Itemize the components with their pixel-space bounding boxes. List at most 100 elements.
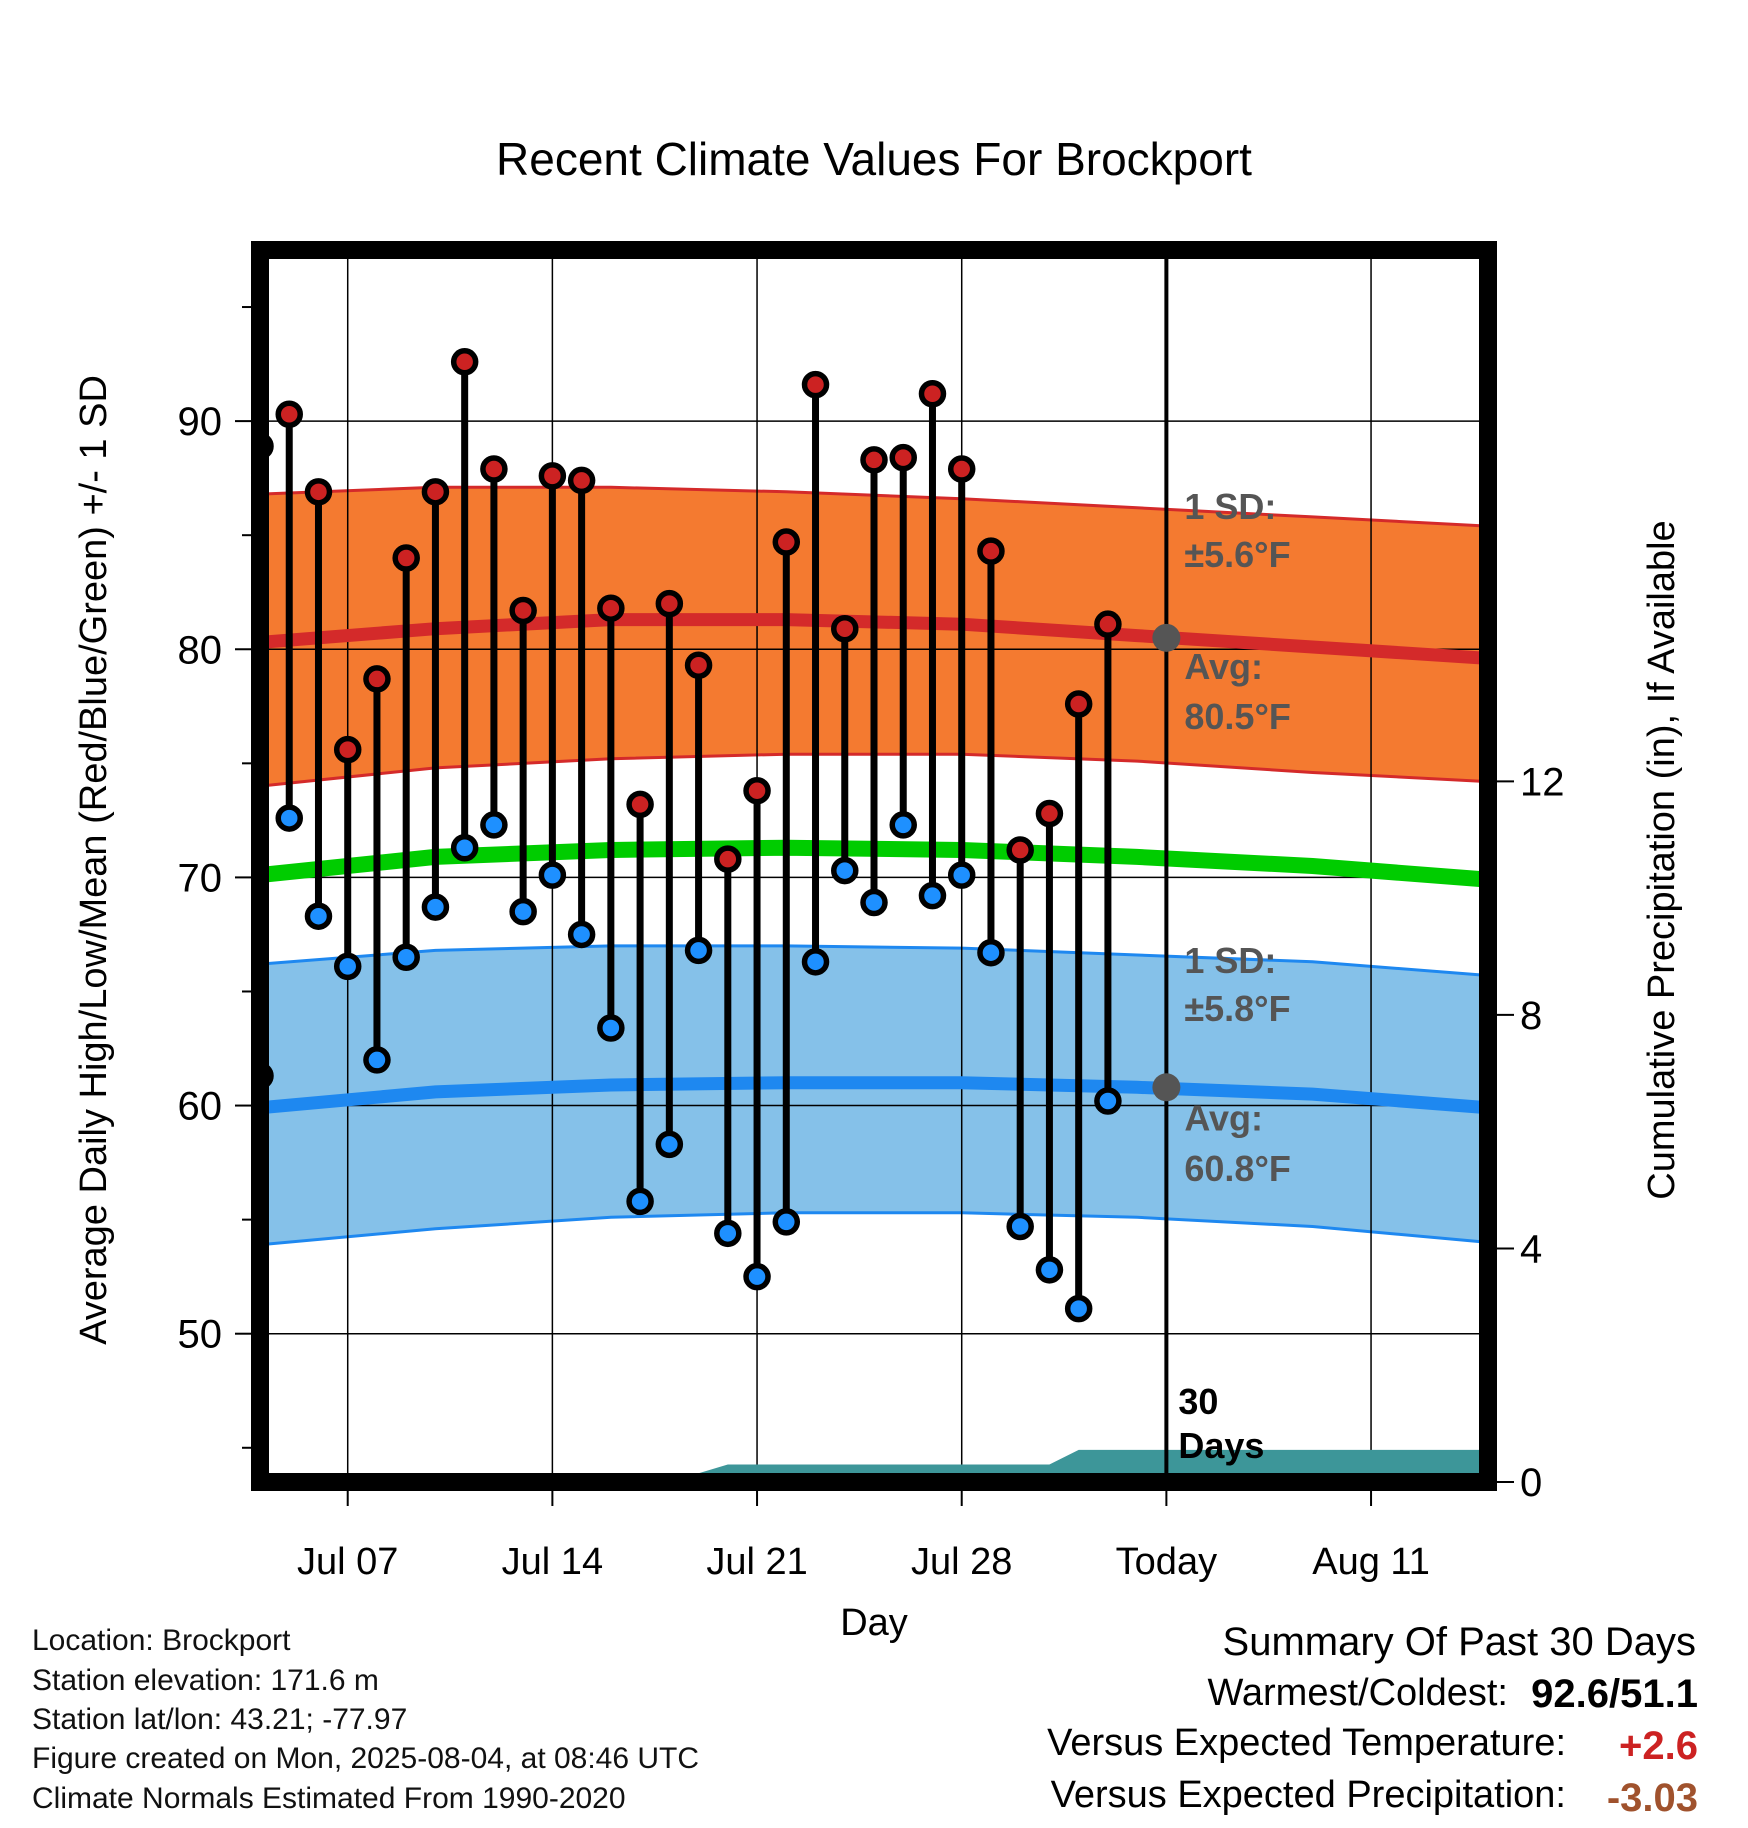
- y-tick-label: 90: [178, 400, 223, 444]
- x-tick-label: Jul 14: [502, 1541, 603, 1583]
- y2-tick-label: 12: [1520, 760, 1565, 804]
- high-point: [743, 776, 771, 805]
- low-sd-upper-line: [260, 944, 1488, 977]
- low-point: [509, 897, 537, 926]
- info-latlon: Station lat/lon: 43.21; -77.97: [32, 1703, 408, 1736]
- high-point: [480, 455, 508, 483]
- plot-area: 1 SD: ±5.6°F Avg: 80.5°F 1 SD: ±5.8°F Avg: 60.8…: [178, 241, 1565, 1583]
- low-point: [275, 804, 303, 832]
- low-point: [655, 1130, 684, 1159]
- low-point: [684, 936, 713, 965]
- low-sd-value: ±5.8°F: [1184, 988, 1290, 1029]
- high-point: [655, 589, 684, 618]
- low-point: [421, 893, 450, 921]
- high-point: [684, 651, 713, 679]
- low-point: [889, 811, 917, 839]
- high-point: [567, 466, 596, 495]
- high-point: [831, 614, 859, 643]
- low-avg-value: 60.8°F: [1184, 1148, 1290, 1189]
- high-point: [392, 544, 420, 572]
- low-point: [918, 881, 947, 910]
- high-point: [714, 845, 742, 873]
- y2-tick-label: 8: [1520, 994, 1542, 1038]
- info-created: Figure created on Mon, 2025-08-04, at 08…: [32, 1742, 700, 1775]
- high-point: [801, 370, 830, 399]
- low-point: [392, 943, 420, 972]
- high-avg-marker: [1152, 623, 1181, 652]
- high-point: [889, 443, 917, 472]
- high-point: [275, 400, 303, 429]
- high-point: [450, 348, 479, 376]
- high-point: [333, 735, 362, 764]
- summary-temp-value: +2.6: [1619, 1724, 1698, 1768]
- low-point: [363, 1046, 391, 1074]
- high-avg-label: Avg:: [1184, 646, 1263, 687]
- high-point: [538, 462, 567, 490]
- y-tick-label: 60: [178, 1085, 223, 1129]
- high-avg-value: 80.5°F: [1184, 696, 1290, 737]
- low-sd-lower-line: [260, 1211, 1488, 1247]
- low-point: [714, 1219, 742, 1248]
- summary-precip-label: Versus Expected Precipitation:: [1050, 1774, 1566, 1816]
- x-tick-label: Aug 11: [1312, 1541, 1430, 1583]
- y-tick-label: 50: [178, 1313, 223, 1357]
- high-point: [304, 478, 333, 506]
- high-point: [1035, 799, 1064, 828]
- low-point: [1064, 1294, 1093, 1323]
- high-point: [626, 790, 654, 819]
- low-point: [480, 811, 508, 839]
- low-normal-line: [260, 1076, 1488, 1115]
- today-days-number: 30: [1178, 1381, 1218, 1422]
- low-point: [743, 1262, 771, 1291]
- chart-title: Recent Climate Values For Brockport: [496, 133, 1252, 185]
- low-point: [947, 861, 976, 889]
- x-tick-label: Today: [1116, 1541, 1217, 1583]
- low-point: [1094, 1087, 1122, 1115]
- low-point: [567, 920, 596, 949]
- plot-interior: [260, 250, 1488, 1482]
- y2-axis-label: Cumulative Precipitation (in), If Availa…: [1641, 520, 1683, 1199]
- low-point: [977, 938, 1005, 967]
- low-point: [597, 1014, 625, 1042]
- plot-frame: [251, 241, 1497, 1491]
- low-sd-label: 1 SD:: [1184, 940, 1276, 981]
- low-point: [333, 952, 362, 981]
- low-avg-marker: [1152, 1073, 1181, 1102]
- low-point: [1006, 1212, 1034, 1241]
- summary-warm-cold-label: Warmest/Coldest:: [1207, 1672, 1508, 1714]
- y-tick-label: 70: [178, 856, 223, 900]
- high-point: [1006, 836, 1034, 864]
- y-tick-label: 80: [178, 628, 223, 672]
- low-point: [626, 1187, 654, 1216]
- low-point: [538, 861, 567, 889]
- y2-tick-label: 4: [1520, 1227, 1542, 1271]
- high-point: [947, 455, 976, 483]
- high-point: [421, 478, 450, 506]
- high-point: [918, 379, 947, 408]
- high-sd-label: 1 SD:: [1184, 486, 1276, 527]
- low-point: [772, 1208, 801, 1236]
- low-point: [1035, 1256, 1064, 1284]
- info-normals: Climate Normals Estimated From 1990-2020: [32, 1782, 626, 1815]
- summary-precip-value: -3.03: [1606, 1776, 1698, 1820]
- summary-warm-cold-value: 92.6/51.1: [1531, 1672, 1698, 1716]
- info-elevation: Station elevation: 171.6 m: [32, 1664, 379, 1697]
- low-point: [860, 888, 888, 917]
- high-point: [772, 528, 801, 556]
- y-axis-label: Average Daily High/Low/Mean (Red/Blue/Gr…: [73, 375, 115, 1345]
- x-tick-label: Jul 07: [297, 1541, 398, 1583]
- x-tick-label: Jul 21: [706, 1541, 807, 1583]
- low-point: [831, 856, 859, 885]
- high-point: [977, 537, 1005, 565]
- high-sd-value: ±5.6°F: [1184, 534, 1290, 575]
- high-point: [1064, 690, 1093, 718]
- summary-heading: Summary Of Past 30 Days: [1222, 1620, 1696, 1664]
- x-tick-label: Jul 28: [911, 1541, 1012, 1583]
- summary-temp-label: Versus Expected Temperature:: [1047, 1722, 1566, 1764]
- x-axis-label: Day: [840, 1602, 908, 1644]
- low-sd-band: [260, 945, 1488, 1245]
- y2-tick-label: 0: [1520, 1461, 1542, 1505]
- info-location: Location: Brockport: [32, 1624, 291, 1657]
- low-point: [801, 948, 830, 976]
